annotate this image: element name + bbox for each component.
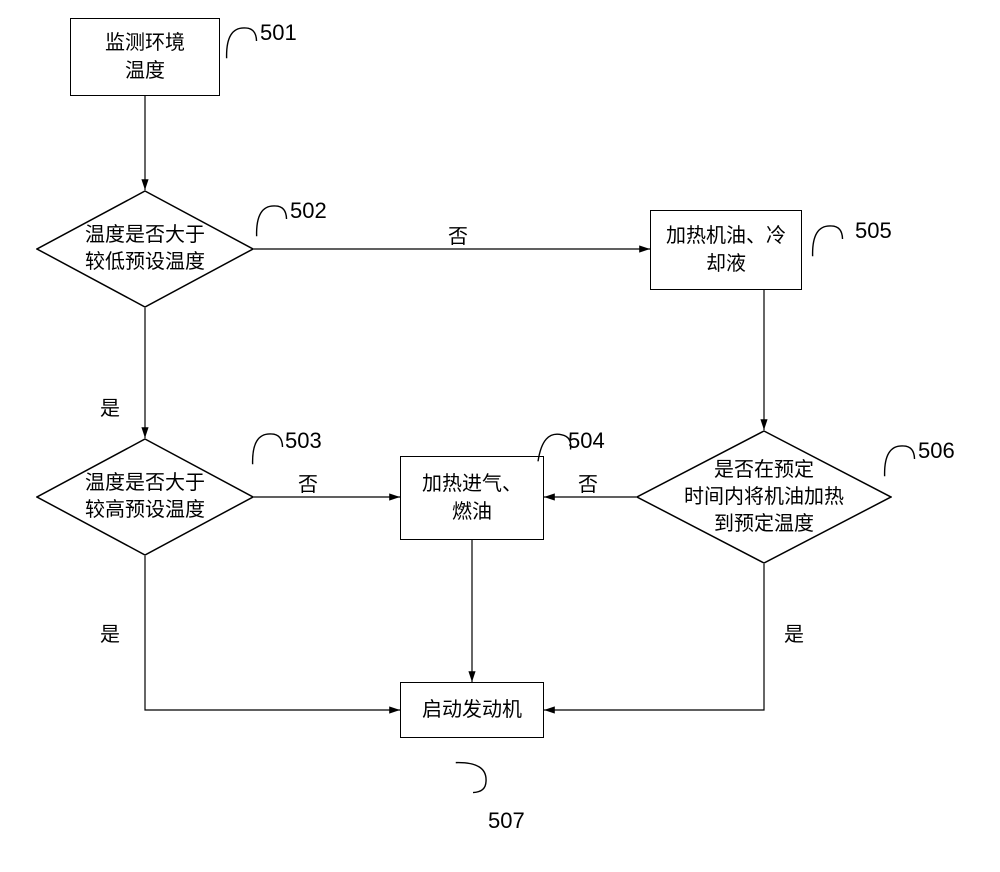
node-text-n503: 温度是否大于较高预设温度 (85, 470, 205, 524)
node-text-n504: 加热进气、燃油 (422, 470, 522, 526)
edge-label-n506-n507: 是 (784, 618, 804, 647)
node-text-n506: 是否在预定时间内将机油加热到预定温度 (684, 457, 844, 538)
node-label-n504: 504 (568, 428, 605, 454)
node-label-n503: 503 (285, 428, 322, 454)
node-label-n506: 506 (918, 438, 955, 464)
node-text-n505: 加热机油、冷却液 (666, 222, 786, 278)
edge-n503-n507 (145, 556, 400, 710)
node-n504: 加热进气、燃油 (400, 456, 544, 540)
node-n502: 温度是否大于较低预设温度 (36, 190, 254, 308)
node-n506: 是否在预定时间内将机油加热到预定温度 (636, 430, 892, 564)
edge-label-n503-n507: 是 (100, 618, 120, 647)
node-label-n502: 502 (290, 198, 327, 224)
node-n503: 温度是否大于较高预设温度 (36, 438, 254, 556)
node-n501: 监测环境温度 (70, 18, 220, 96)
edge-label-n503-n504: 否 (298, 468, 318, 497)
edge-label-n502-n503: 是 (100, 392, 120, 421)
node-text-n502: 温度是否大于较低预设温度 (85, 222, 205, 276)
node-n505: 加热机油、冷却液 (650, 210, 802, 290)
node-n507: 启动发动机 (400, 682, 544, 738)
node-label-n505: 505 (855, 218, 892, 244)
node-text-n507: 启动发动机 (422, 696, 522, 724)
edge-n506-n507 (544, 564, 764, 710)
node-label-n501: 501 (260, 20, 297, 46)
edge-label-n502-n505: 否 (448, 220, 468, 249)
node-label-n507: 507 (488, 808, 525, 834)
node-text-n501: 监测环境温度 (105, 29, 185, 85)
curly-505 (798, 210, 858, 270)
curly-507 (442, 748, 502, 808)
